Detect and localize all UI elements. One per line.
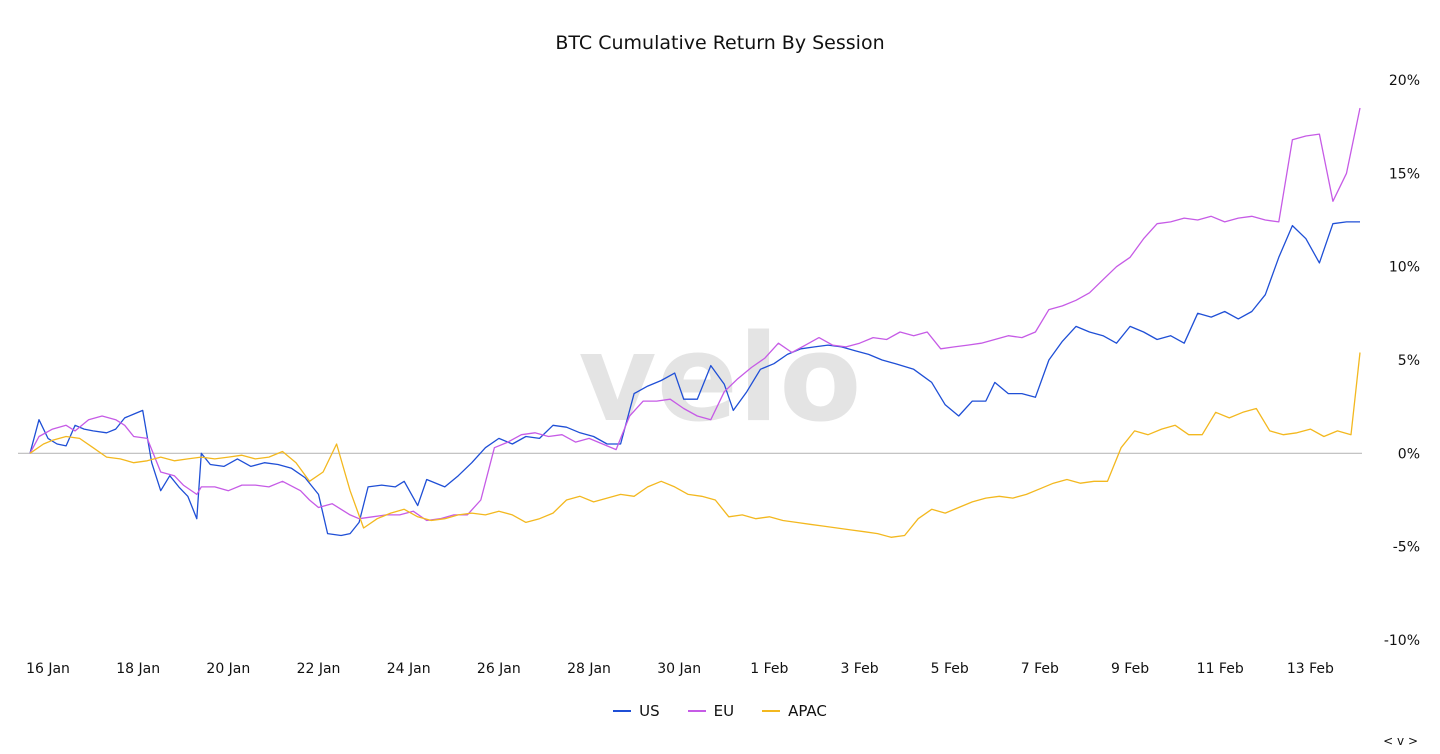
x-tick-label: 18 Jan xyxy=(116,661,160,677)
series-line-eu xyxy=(29,107,1361,522)
y-tick-label: -10% xyxy=(1384,633,1420,649)
legend-item-apac[interactable]: APAC xyxy=(762,702,827,720)
legend: US EU APAC xyxy=(0,702,1440,720)
legend-swatch-eu xyxy=(687,710,706,712)
y-tick-label: 5% xyxy=(1398,353,1420,369)
x-tick-label: 5 Feb xyxy=(931,661,969,677)
y-axis: 20% 15% 10% 5% 0% -5% -10% xyxy=(1384,73,1420,649)
x-tick-label: 3 Feb xyxy=(840,661,878,677)
legend-label-apac: APAC xyxy=(788,702,827,720)
legend-label-us: US xyxy=(639,702,660,720)
x-tick-label: 13 Feb xyxy=(1287,661,1334,677)
series-line-apac xyxy=(29,352,1361,538)
x-tick-label: 1 Feb xyxy=(750,661,788,677)
chart-nav-control[interactable]: < v > xyxy=(1383,734,1418,748)
y-tick-label: -5% xyxy=(1393,540,1420,556)
legend-item-eu[interactable]: EU xyxy=(687,702,735,720)
legend-label-eu: EU xyxy=(713,702,735,720)
y-tick-label: 0% xyxy=(1398,446,1420,462)
x-tick-label: 24 Jan xyxy=(387,661,431,677)
x-tick-label: 11 Feb xyxy=(1197,661,1244,677)
series-line-us xyxy=(29,221,1360,537)
legend-swatch-us xyxy=(613,710,632,712)
legend-item-us[interactable]: US xyxy=(613,702,660,720)
x-tick-label: 9 Feb xyxy=(1111,661,1149,677)
x-tick-label: 26 Jan xyxy=(477,661,521,677)
x-axis: 16 Jan 18 Jan 20 Jan 22 Jan 24 Jan 26 Jan 28 J… xyxy=(26,661,1334,677)
legend-swatch-apac xyxy=(762,710,781,712)
x-tick-label: 28 Jan xyxy=(567,661,611,677)
x-tick-label: 30 Jan xyxy=(657,661,701,677)
chart-title: BTC Cumulative Return By Session xyxy=(555,32,885,54)
x-tick-label: 20 Jan xyxy=(206,661,250,677)
y-tick-label: 20% xyxy=(1389,73,1420,89)
series-group xyxy=(29,107,1361,538)
watermark-text: velo xyxy=(578,310,861,449)
x-tick-label: 22 Jan xyxy=(297,661,341,677)
x-tick-label: 16 Jan xyxy=(26,661,70,677)
y-tick-label: 10% xyxy=(1389,260,1420,276)
y-tick-label: 15% xyxy=(1389,166,1420,182)
x-tick-label: 7 Feb xyxy=(1021,661,1059,677)
